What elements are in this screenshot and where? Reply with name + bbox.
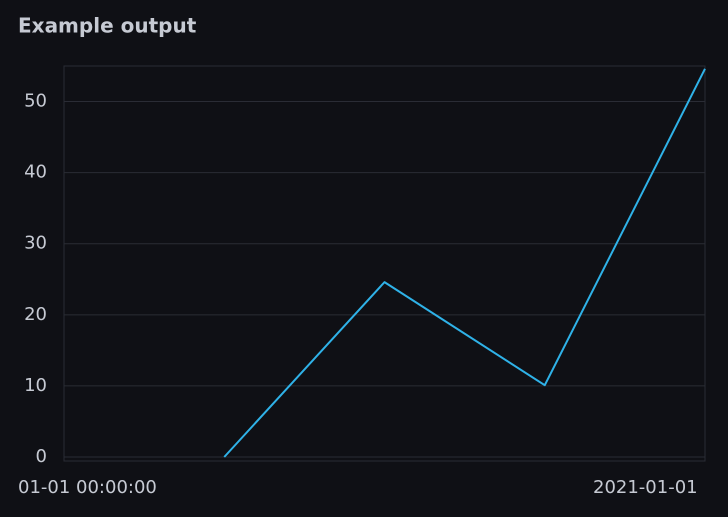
plot-frame [63, 65, 706, 462]
y-tick-label: 50 [24, 91, 47, 112]
y-tick-label: 40 [24, 162, 47, 183]
x-tick-label: 01-01 00:00:00 [18, 477, 157, 498]
y-tick-label: 0 [36, 446, 47, 467]
x-tick-label: 2021-01-01 [593, 477, 698, 498]
chart-title: Example output [18, 14, 197, 38]
y-tick-label: 10 [24, 375, 47, 396]
data-line [223, 68, 706, 458]
y-tick-label: 20 [24, 304, 47, 325]
y-tick-label: 30 [24, 233, 47, 254]
